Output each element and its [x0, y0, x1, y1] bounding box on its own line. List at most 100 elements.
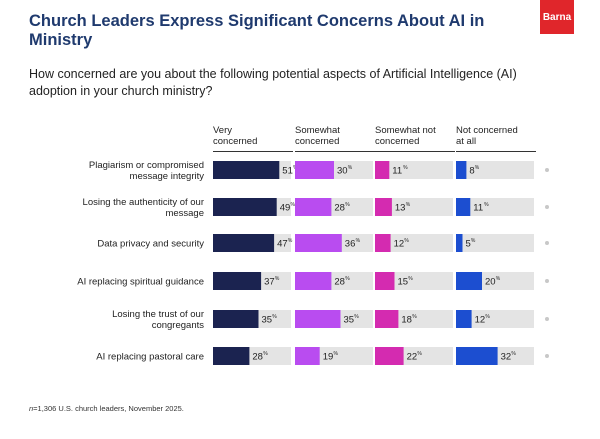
row-marker-dot [545, 241, 549, 245]
data-label: 11 [392, 166, 402, 177]
bar [375, 161, 390, 179]
data-label-unit: % [408, 276, 413, 282]
row-label: Data privacy and security [97, 239, 204, 250]
data-label-unit: % [334, 351, 339, 357]
data-label: 5 [466, 239, 471, 250]
bar [213, 347, 250, 365]
data-label-unit: % [403, 165, 408, 171]
column-divider [375, 151, 455, 152]
data-label-unit: % [291, 202, 296, 208]
data-label: 30 [337, 166, 348, 177]
data-label-unit: % [412, 314, 417, 320]
bar [375, 310, 399, 328]
bar [295, 161, 334, 179]
row-label: Losing the authenticity of our message [83, 197, 204, 219]
data-label-unit: % [471, 238, 476, 244]
data-label: 49 [280, 203, 291, 214]
data-label-unit: % [275, 276, 280, 282]
bar [213, 161, 280, 179]
data-label: 28 [334, 277, 345, 288]
data-label-unit: % [484, 202, 489, 208]
data-label-unit: % [288, 238, 293, 244]
bar [295, 347, 320, 365]
data-label: 37 [264, 277, 275, 288]
bar [375, 272, 395, 290]
data-label: 12 [475, 315, 486, 326]
data-label-unit: % [485, 314, 490, 320]
data-label-unit: % [272, 314, 277, 320]
row-label: Losing the trust of our congregants [112, 309, 204, 331]
data-label: 11 [473, 203, 483, 214]
data-label: 8 [469, 166, 474, 177]
bar [456, 310, 472, 328]
barna-logo: Barna [540, 0, 574, 34]
data-label-unit: % [475, 165, 480, 171]
data-label: 13 [395, 203, 406, 214]
data-label-unit: % [511, 351, 516, 357]
bar-track [456, 234, 534, 252]
column-divider [295, 151, 375, 152]
chart-title: Church Leaders Express Significant Conce… [29, 12, 485, 49]
bar [213, 272, 262, 290]
row-marker-dot [545, 317, 549, 321]
data-label: 32 [501, 352, 512, 363]
data-label: 47 [277, 239, 288, 250]
bar [295, 198, 332, 216]
bar [456, 161, 467, 179]
bar [456, 272, 482, 290]
data-label-unit: % [406, 202, 411, 208]
bar [295, 272, 332, 290]
data-label-unit: % [496, 276, 501, 282]
bar-track [456, 198, 534, 216]
bar [375, 198, 392, 216]
row-label: Plagiarism or compromised message integri… [89, 160, 204, 182]
data-label-unit: % [345, 276, 350, 282]
data-label-unit: % [348, 165, 353, 171]
data-label-unit: % [354, 314, 359, 320]
row-marker-dot [545, 354, 549, 358]
row-label: AI replacing pastoral care [96, 352, 204, 363]
bar [456, 198, 471, 216]
data-label: 28 [252, 352, 263, 363]
data-label: 20 [485, 277, 496, 288]
column-header-not-concerned-at-all: Not concerned at all [456, 125, 518, 147]
data-label: 35 [262, 315, 273, 326]
bar-track [375, 234, 453, 252]
data-label: 19 [323, 352, 334, 363]
data-label: 35 [344, 315, 355, 326]
data-label: 22 [407, 352, 418, 363]
bar [213, 234, 275, 252]
bar [375, 347, 404, 365]
data-label: 51 [282, 166, 293, 177]
data-label-unit: % [356, 238, 361, 244]
bar-track [456, 161, 534, 179]
bar [456, 347, 498, 365]
bar [456, 234, 463, 252]
row-label: AI replacing spiritual guidance [77, 277, 204, 288]
row-marker-dot [545, 205, 549, 209]
data-label-unit: % [263, 351, 268, 357]
column-divider [213, 151, 293, 152]
column-header-very-concerned: Very concerned [213, 125, 258, 147]
bar-track [456, 310, 534, 328]
data-label: 36 [345, 239, 356, 250]
footnote: n=1,306 U.S. church leaders, November 20… [29, 404, 184, 413]
column-divider [456, 151, 536, 152]
data-label: 12 [394, 239, 405, 250]
bar [213, 310, 259, 328]
bar [213, 198, 277, 216]
bar [295, 234, 342, 252]
data-label: 18 [401, 315, 412, 326]
data-label: 28 [334, 203, 345, 214]
bar [375, 234, 391, 252]
data-label: 15 [398, 277, 409, 288]
bar-track [375, 198, 453, 216]
bar-track [375, 161, 453, 179]
data-label-unit: % [417, 351, 422, 357]
data-label-unit: % [345, 202, 350, 208]
column-header-somewhat-not-concerned: Somewhat not concerned [375, 125, 436, 147]
chart-subtitle: How concerned are you about the followin… [29, 67, 517, 98]
row-marker-dot [545, 168, 549, 172]
bar [295, 310, 341, 328]
